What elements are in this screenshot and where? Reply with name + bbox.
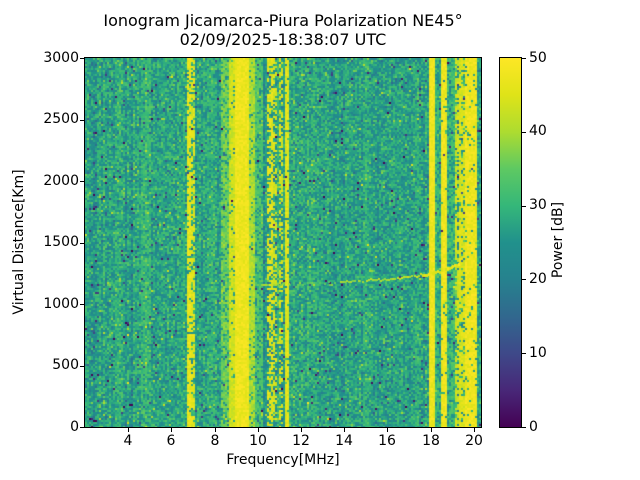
x-tick-mark — [128, 428, 129, 432]
colorbar-tick-mark — [522, 58, 526, 59]
y-tick-label: 1000 — [43, 296, 79, 312]
chart-title: Ionogram Jicamarca-Piura Polarization NE… — [103, 11, 463, 30]
y-tick-label: 500 — [52, 357, 79, 373]
y-tick-label: 2000 — [43, 173, 79, 189]
x-tick-label: 8 — [210, 433, 220, 449]
colorbar-tick-label: 10 — [529, 345, 547, 361]
colorbar-tick-label: 40 — [529, 123, 547, 139]
colorbar-tick-mark — [522, 353, 526, 354]
colorbar-tick-label: 0 — [529, 419, 538, 435]
y-tick-label: 1500 — [43, 234, 79, 250]
x-tick-mark — [387, 428, 388, 432]
y-tick-mark — [80, 366, 84, 367]
title-block: Ionogram Jicamarca-Piura Polarization NE… — [84, 11, 482, 49]
colorbar-tick-mark — [522, 279, 526, 280]
x-tick-mark — [171, 428, 172, 432]
x-tick-label: 16 — [378, 433, 396, 449]
y-tick-mark — [80, 58, 84, 59]
colorbar-label: Power [dB] — [550, 201, 566, 279]
x-tick-mark — [431, 428, 432, 432]
x-axis-label: Frequency[MHz] — [226, 452, 340, 468]
x-tick-mark — [215, 428, 216, 432]
colorbar-tick-mark — [522, 427, 526, 428]
x-tick-mark — [301, 428, 302, 432]
x-tick-label: 12 — [292, 433, 310, 449]
y-tick-mark — [80, 181, 84, 182]
y-tick-label: 3000 — [43, 50, 79, 66]
y-axis-label: Virtual Distance[Km] — [11, 169, 27, 315]
y-tick-mark — [80, 304, 84, 305]
y-tick-mark — [80, 120, 84, 121]
x-tick-label: 10 — [249, 433, 267, 449]
y-tick-mark — [80, 243, 84, 244]
y-tick-label: 2500 — [43, 111, 79, 127]
colorbar-gradient — [500, 58, 521, 427]
x-tick-mark — [474, 428, 475, 432]
colorbar-tick-mark — [522, 132, 526, 133]
y-tick-mark — [80, 427, 84, 428]
x-tick-mark — [344, 428, 345, 432]
colorbar-tick-label: 30 — [529, 197, 547, 213]
colorbar-tick-label: 50 — [529, 50, 547, 66]
plot-area — [84, 57, 482, 428]
x-tick-mark — [258, 428, 259, 432]
x-tick-label: 14 — [335, 433, 353, 449]
colorbar-tick-mark — [522, 206, 526, 207]
x-tick-label: 18 — [422, 433, 440, 449]
x-tick-label: 20 — [465, 433, 483, 449]
colorbar-tick-label: 20 — [529, 271, 547, 287]
x-tick-label: 6 — [166, 433, 176, 449]
ionogram-heatmap — [85, 58, 481, 427]
x-tick-label: 4 — [123, 433, 133, 449]
y-tick-label: 0 — [70, 419, 79, 435]
chart-subtitle: 02/09/2025-18:38:07 UTC — [179, 30, 387, 49]
colorbar — [499, 57, 522, 428]
